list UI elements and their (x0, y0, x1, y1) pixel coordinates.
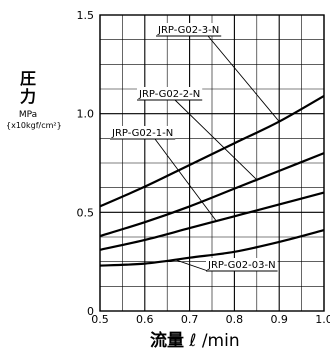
series-line-g02-1-n (99, 191, 325, 251)
leader-line-g02-3-n (207, 35, 280, 122)
series-label-g02-03-n: JRP-G02-03-N (207, 260, 276, 271)
series-label-background (137, 87, 203, 100)
plot-frame (99, 14, 325, 312)
series-label-g02-2-n: JRP-G02-2-N (138, 89, 200, 100)
series-line-g02-3-n (99, 94, 325, 208)
leader-line-g02-03-n (176, 259, 209, 272)
leader-line-g02-2-n (174, 99, 258, 181)
y-tick-label: 1.0 (77, 108, 95, 121)
leader-line-g02-1-n (154, 138, 217, 222)
y-tick-label: 1.5 (77, 9, 95, 22)
y-axis-unit: MPa (18, 110, 38, 120)
series-line-g02-03-n (99, 229, 325, 267)
x-tick-label: 0.9 (270, 313, 288, 326)
y-axis-unit-alt: {x10kgf/cm²} (6, 121, 62, 130)
series-label-g02-1-n: JRP-G02-1-N (111, 128, 173, 139)
y-tick-label: 0 (87, 305, 94, 318)
x-axis-label-main: 流量 (150, 331, 184, 351)
x-axis-label-unit: ℓ /min (189, 331, 240, 351)
x-tick-label: 0.8 (226, 313, 244, 326)
x-tick-label: 0.5 (91, 313, 109, 326)
y-axis-label-char-2: 力 (19, 87, 36, 106)
x-tick-label: 0.7 (181, 313, 199, 326)
series-label-g02-3-n: JRP-G02-3-N (157, 25, 219, 36)
series-label-background (206, 258, 278, 271)
x-tick-label: 1.0 (315, 313, 330, 326)
series-line-g02-2-n (99, 152, 325, 238)
series-label-background (110, 126, 176, 139)
y-tick-label: 0.5 (77, 206, 95, 219)
y-axis-label-char-1: 圧 (19, 69, 36, 88)
y-axis-label: 圧 力 MPa {x10kgf/cm²} (6, 69, 62, 131)
x-axis-label: 流量 ℓ /min (150, 326, 240, 351)
x-tick-label: 0.6 (136, 313, 154, 326)
series-label-background (156, 23, 222, 36)
